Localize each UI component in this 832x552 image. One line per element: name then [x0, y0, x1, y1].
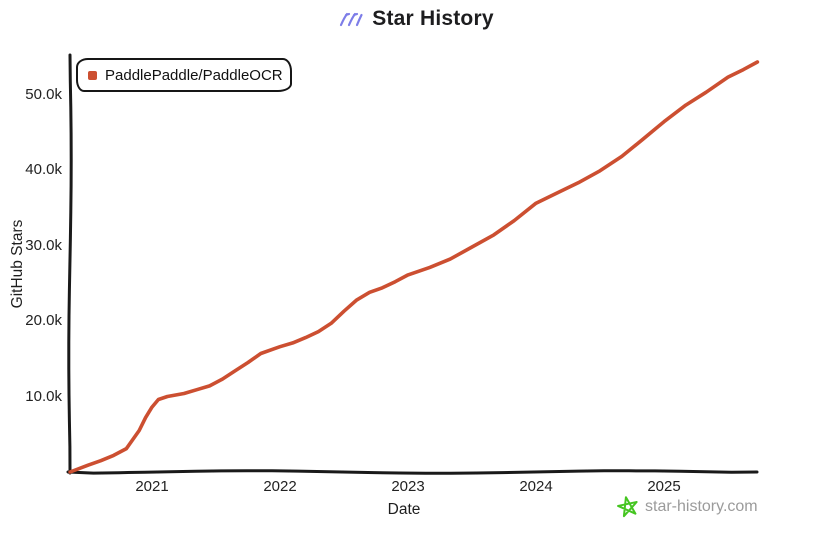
legend-series-label: PaddlePaddle/PaddleOCR: [105, 66, 283, 84]
legend-series-marker: [88, 70, 97, 80]
chart-header: Star History: [0, 7, 832, 31]
y-tick-label-3: 40.0k: [25, 161, 62, 178]
page-title: Star History: [372, 7, 494, 30]
y-tick-label-4: 50.0k: [25, 85, 62, 103]
x-tick-label-4: 2025: [647, 478, 681, 495]
series-line-0: [68, 60, 760, 474]
y-tick-label-0: 10.0k: [25, 387, 62, 405]
y-axis-title: GitHub Stars: [9, 219, 26, 309]
watermark-text: star-history.com: [645, 498, 758, 515]
x-tick-label-2: 2023: [391, 478, 425, 495]
sketch-strokes-icon: [340, 12, 363, 26]
x-tick-label-3: 2024: [519, 478, 553, 495]
x-axis-title: Date: [387, 501, 421, 518]
legend: PaddlePaddle/PaddleOCR: [76, 58, 292, 92]
star-icon: [617, 496, 638, 518]
y-tick-label-1: 20.0k: [25, 312, 62, 329]
x-tick-label-0: 2021: [135, 478, 169, 495]
star-history-watermark-link[interactable]: star-history.com: [616, 495, 758, 519]
y-axis-line: [67, 53, 73, 475]
y-tick-label-2: 30.0k: [25, 236, 62, 254]
x-axis-line: [66, 469, 759, 475]
x-tick-label-1: 2022: [263, 478, 297, 495]
